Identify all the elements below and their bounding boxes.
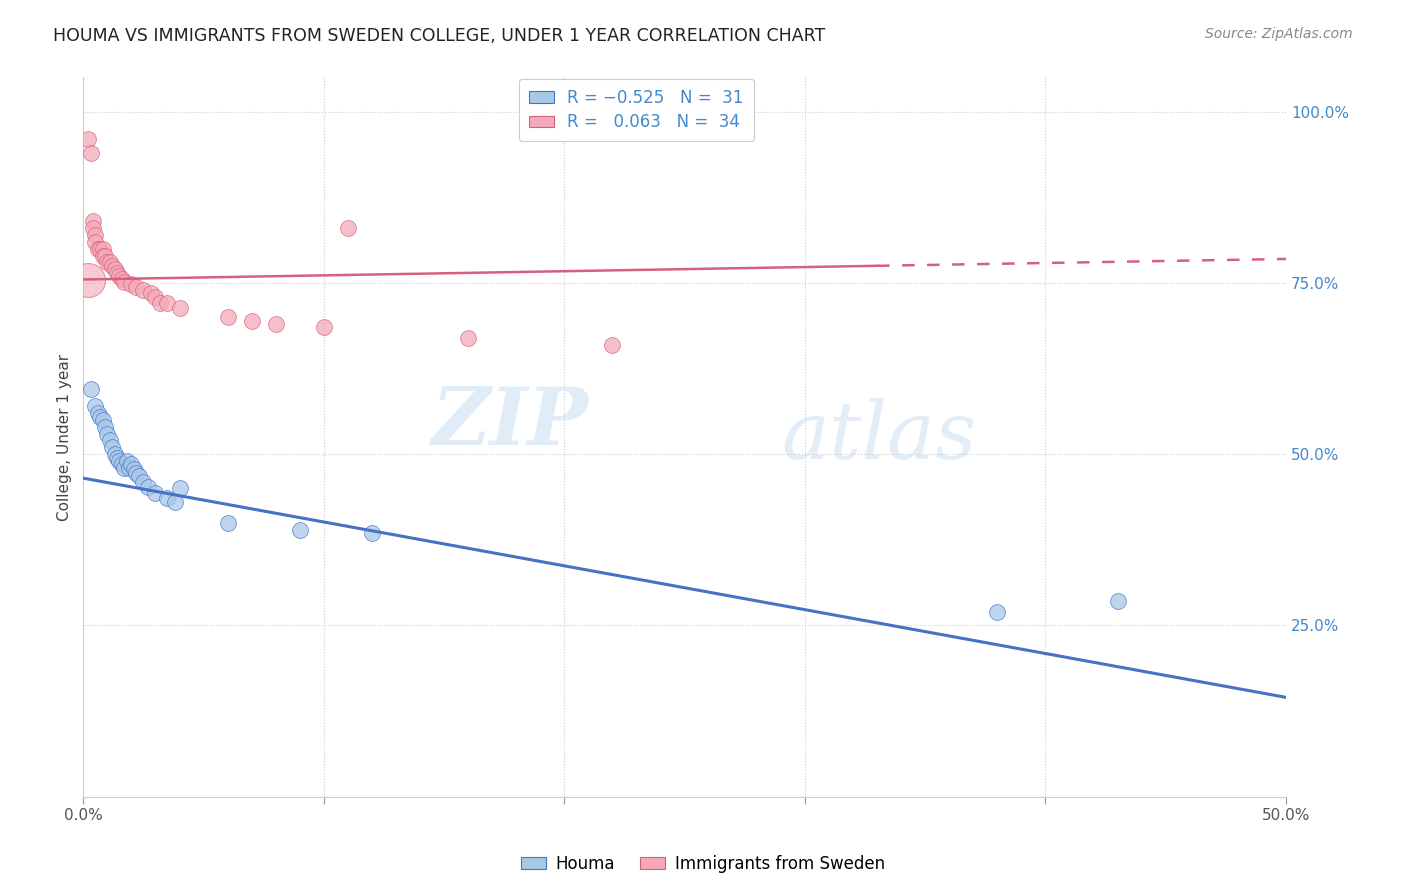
Point (103, 447, 125, 461)
Point (89, 409, 111, 424)
Point (91, 242, 114, 256)
Point (98, 434, 121, 448)
Point (288, 523, 311, 537)
Point (89, 242, 111, 256)
Point (602, 337, 624, 351)
Point (91, 248, 114, 262)
Point (132, 283, 155, 297)
Point (105, 450, 128, 465)
Point (79, 145, 101, 160)
Point (91, 413, 114, 427)
Point (156, 491, 179, 505)
Point (87, 406, 110, 420)
Point (111, 272, 134, 286)
Point (101, 440, 124, 454)
Point (94, 248, 117, 262)
Point (112, 461, 135, 475)
Point (132, 475, 155, 489)
Point (1107, 594, 1129, 608)
Point (94, 419, 117, 434)
Point (96, 426, 118, 441)
Legend: R = −0.525   N =  31, R =   0.063   N =  34: R = −0.525 N = 31, R = 0.063 N = 34 (519, 78, 754, 141)
Point (122, 462, 145, 476)
Point (115, 454, 138, 468)
Point (264, 317, 287, 331)
Point (336, 221, 359, 235)
Point (156, 296, 179, 310)
Text: Source: ZipAtlas.com: Source: ZipAtlas.com (1205, 27, 1353, 41)
Point (105, 266, 128, 280)
Point (84, 399, 107, 413)
Text: atlas: atlas (780, 399, 976, 475)
Point (136, 480, 159, 494)
Text: HOUMA VS IMMIGRANTS FROM SWEDEN COLLEGE, UNDER 1 YEAR CORRELATION CHART: HOUMA VS IMMIGRANTS FROM SWEDEN COLLEGE,… (53, 27, 825, 45)
Point (82, 214, 104, 228)
Point (108, 269, 131, 284)
Point (103, 262, 125, 277)
Point (118, 461, 141, 475)
Y-axis label: College, Under 1 year: College, Under 1 year (58, 353, 72, 521)
Point (145, 290, 167, 304)
Point (457, 331, 479, 345)
Point (77, 272, 100, 286)
Point (120, 277, 142, 292)
Point (112, 275, 135, 289)
Point (128, 469, 150, 483)
Point (217, 516, 239, 530)
Point (98, 255, 121, 269)
Point (125, 467, 148, 481)
Point (145, 485, 167, 500)
Point (163, 495, 186, 509)
Point (82, 221, 104, 235)
Point (169, 301, 191, 315)
Point (96, 255, 118, 269)
Point (312, 320, 335, 334)
Point (101, 259, 124, 273)
Point (120, 458, 142, 472)
Point (84, 235, 107, 249)
Point (84, 227, 107, 242)
Point (986, 605, 1008, 619)
Point (108, 454, 131, 468)
Point (361, 525, 384, 540)
Text: ZIP: ZIP (432, 384, 589, 461)
Point (149, 296, 172, 310)
Point (111, 458, 134, 472)
Point (79, 382, 101, 396)
Point (125, 280, 148, 294)
Point (87, 242, 110, 256)
Point (139, 286, 162, 301)
Point (240, 313, 263, 327)
Point (77, 132, 100, 146)
Point (217, 310, 239, 325)
Legend: Houma, Immigrants from Sweden: Houma, Immigrants from Sweden (515, 848, 891, 880)
Point (169, 482, 191, 496)
